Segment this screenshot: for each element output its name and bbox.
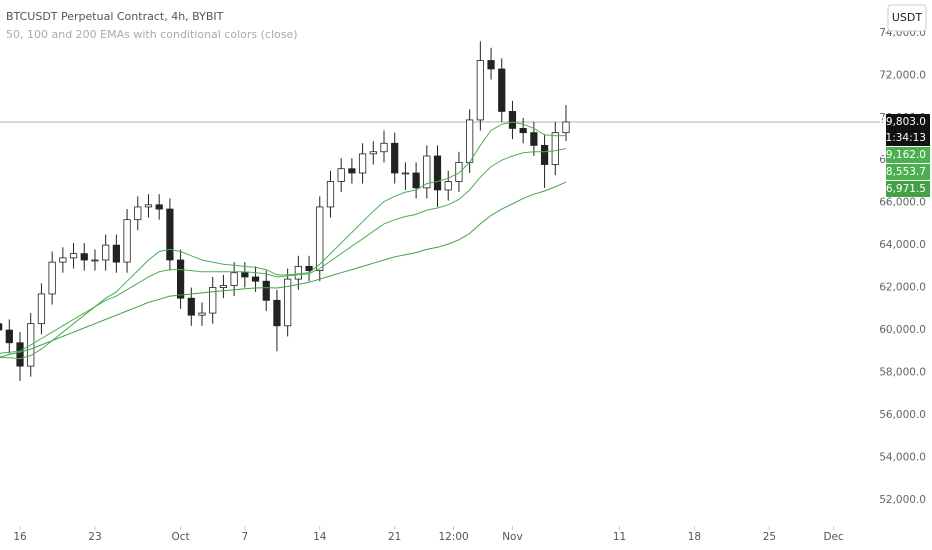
ema-value-label: 66,971.5 — [879, 183, 926, 195]
candle-body — [284, 278, 292, 327]
x-tick-label: 21 — [388, 531, 401, 543]
ema-value-label-box — [886, 146, 930, 163]
candle-body — [369, 151, 377, 155]
ema-line — [0, 181, 567, 358]
candle-body — [230, 272, 238, 286]
ema-value-label-box — [886, 180, 930, 197]
x-tick-label: 14 — [313, 531, 327, 543]
candle-body — [519, 128, 527, 134]
candle-body — [401, 172, 410, 175]
candle-body — [316, 206, 324, 272]
candle-body — [59, 257, 67, 263]
candle-body — [455, 161, 463, 182]
ema-value-label-box — [886, 163, 930, 180]
candle-body — [305, 265, 313, 272]
candle-body — [198, 312, 206, 316]
y-tick-label: 62,000.0 — [879, 282, 926, 294]
candle-body — [391, 142, 399, 174]
y-tick-label: 72,000.0 — [879, 69, 926, 81]
candle-body — [326, 181, 335, 208]
x-tick-label: 16 — [13, 531, 27, 543]
candle-body — [69, 253, 78, 259]
countdown-label-box — [886, 129, 930, 146]
candle-body — [219, 285, 228, 288]
candle-body — [209, 287, 217, 314]
chart-subtitle: 50, 100 and 200 EMAs with conditional co… — [6, 28, 298, 41]
candle-body — [187, 297, 195, 316]
candle-body — [498, 68, 506, 112]
candle-body — [134, 206, 142, 221]
candle-body — [155, 204, 163, 210]
last-price-label-box — [886, 113, 930, 130]
candle-body — [166, 208, 174, 261]
candle-body — [37, 293, 46, 325]
candle-body — [80, 253, 88, 261]
ema-value-label: 69,162.0 — [879, 149, 926, 161]
y-tick-label: 58,000.0 — [879, 366, 926, 378]
candle-body — [294, 265, 302, 280]
candle-body — [562, 121, 570, 134]
candle-body — [112, 244, 120, 263]
candle-body — [487, 60, 495, 70]
candle-body — [433, 155, 442, 191]
candle-body — [551, 132, 559, 165]
y-tick-label: 54,000.0 — [879, 451, 926, 463]
x-tick-label: 23 — [88, 531, 101, 543]
y-tick-label: 60,000.0 — [879, 324, 926, 336]
countdown-label: 01:34:13 — [879, 132, 926, 144]
candle-body — [530, 132, 538, 146]
currency-button-frame[interactable] — [887, 4, 927, 32]
candle-body — [423, 155, 431, 189]
candle-body — [273, 299, 281, 327]
candle-body — [16, 342, 24, 367]
candle-body — [358, 153, 367, 174]
x-tick-label: 18 — [688, 531, 701, 543]
candle-body — [412, 172, 420, 189]
chart-title: BTCUSDT Perpetual Contract, 4h, BYBIT — [6, 10, 224, 23]
x-tick-label: 7 — [241, 531, 248, 543]
candle-body — [476, 60, 484, 121]
x-tick-label: 12:00 — [438, 531, 468, 543]
candle-body — [466, 119, 474, 163]
x-tick-label: 25 — [763, 531, 776, 543]
x-tick-label: Dec — [823, 531, 844, 543]
candle-body — [508, 111, 517, 129]
x-tick-label: Nov — [502, 531, 523, 543]
candle-body — [91, 259, 99, 262]
candle-body — [5, 329, 13, 344]
candle-body — [241, 272, 249, 278]
y-tick-label: 64,000.0 — [879, 239, 926, 251]
candle-body — [540, 144, 549, 165]
candle-body — [444, 181, 452, 191]
candle-body — [102, 244, 110, 261]
candle-body — [48, 261, 56, 295]
candle-body — [348, 168, 356, 174]
candle-body — [380, 142, 388, 153]
x-tick-label: Oct — [172, 531, 190, 543]
ema-value-label: 68,553.7 — [879, 166, 926, 178]
candle-body — [251, 276, 260, 282]
candle-body — [262, 280, 270, 301]
candle-body — [337, 168, 345, 182]
last-price-label: 69,803.0 — [879, 116, 926, 128]
candle-body — [144, 204, 153, 208]
x-tick-label: 11 — [613, 531, 626, 543]
ema-line — [0, 148, 567, 354]
y-tick-label: 52,000.0 — [879, 494, 926, 506]
candle-body — [176, 259, 185, 299]
y-tick-label: 56,000.0 — [879, 409, 926, 421]
y-tick-label: 66,000.0 — [879, 197, 926, 209]
currency-button[interactable]: USDT — [892, 11, 923, 24]
candle-body — [0, 323, 3, 331]
candle-body — [123, 219, 131, 263]
